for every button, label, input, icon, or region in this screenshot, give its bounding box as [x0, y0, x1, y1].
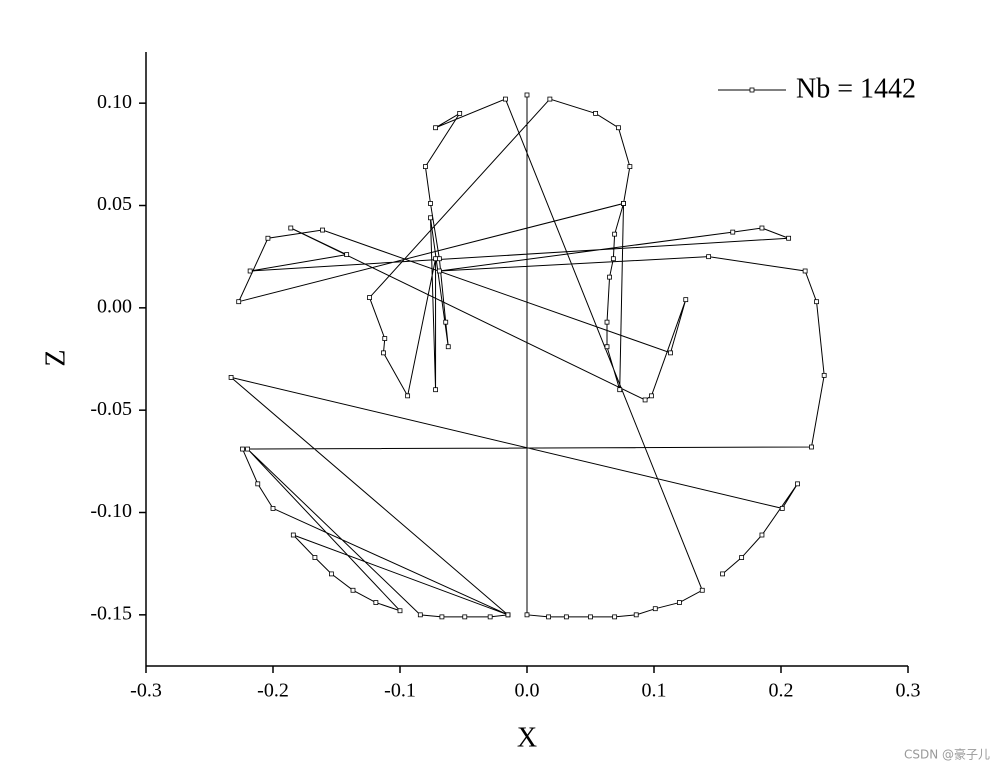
point-marker — [405, 393, 411, 399]
watermark: CSDN @豪子儿 — [904, 747, 990, 762]
point-marker — [320, 227, 325, 233]
point-marker — [786, 235, 792, 241]
point-marker — [759, 225, 765, 231]
point-marker — [236, 299, 242, 305]
point-marker — [228, 375, 234, 380]
x-tick-label: 0.0 — [515, 680, 540, 702]
point-marker — [255, 481, 261, 487]
point-marker — [593, 111, 598, 116]
legend-label: Nb = 1442 — [796, 73, 916, 104]
y-tick-label: 0.10 — [97, 91, 132, 113]
point-marker — [240, 446, 245, 452]
x-tick-label: -0.2 — [257, 680, 289, 702]
point-marker — [616, 125, 621, 131]
x-tick-label: 0.2 — [769, 680, 794, 702]
point-marker — [633, 612, 639, 618]
point-marker — [588, 614, 593, 620]
x-tick-label: 0.1 — [642, 680, 667, 702]
point-marker — [245, 446, 251, 452]
point-marker — [668, 350, 673, 356]
point-marker — [290, 532, 296, 538]
point-marker — [779, 506, 785, 511]
point-marker — [524, 612, 530, 618]
point-marker — [604, 319, 610, 325]
point-marker — [428, 215, 433, 221]
x-axis-label: X — [517, 722, 537, 753]
point-marker — [677, 600, 682, 605]
point-marker — [621, 201, 626, 206]
point-marker — [367, 295, 372, 301]
point-marker — [642, 397, 648, 403]
point-marker — [397, 608, 403, 614]
point-marker — [683, 297, 689, 303]
y-tick-label: 0.05 — [97, 193, 132, 215]
point-marker — [265, 235, 271, 241]
point-marker — [821, 372, 827, 378]
point-marker — [612, 231, 618, 237]
point-marker — [270, 506, 276, 511]
series-line — [230, 94, 825, 618]
point-marker — [329, 571, 334, 577]
point-marker — [433, 256, 438, 262]
point-marker — [445, 344, 451, 350]
point-marker — [649, 393, 654, 399]
point-marker — [739, 555, 745, 560]
point-marker — [814, 299, 819, 305]
point-marker — [433, 387, 438, 393]
y-tick-label: -0.10 — [90, 500, 132, 522]
point-marker — [350, 587, 356, 593]
point-marker — [524, 92, 530, 98]
point-marker — [617, 387, 623, 393]
point-marker — [699, 587, 705, 593]
point-marker — [381, 350, 386, 356]
point-marker — [546, 614, 551, 620]
point-marker — [433, 125, 438, 131]
point-marker — [428, 201, 433, 206]
point-marker — [382, 336, 388, 341]
point-marker — [802, 268, 808, 274]
point-marker — [809, 444, 814, 450]
point-marker — [247, 268, 253, 274]
point-marker — [795, 481, 800, 487]
point-marker — [547, 96, 553, 102]
point-marker — [344, 252, 350, 258]
point-marker — [604, 344, 610, 350]
y-tick-label: -0.15 — [90, 602, 132, 624]
point-marker — [417, 612, 423, 618]
point-marker — [706, 254, 712, 260]
point-marker — [457, 111, 463, 116]
point-marker — [759, 532, 765, 538]
y-tick-label: -0.05 — [90, 398, 132, 420]
point-marker — [443, 319, 449, 325]
point-marker — [487, 614, 493, 620]
point-marker — [610, 256, 616, 262]
point-marker — [462, 614, 468, 620]
point-marker — [436, 256, 442, 262]
point-marker — [627, 164, 633, 170]
y-axis-label: Z — [40, 349, 71, 366]
point-marker — [720, 571, 725, 577]
point-marker — [503, 96, 508, 102]
legend-marker — [749, 87, 755, 93]
point-marker — [607, 274, 612, 280]
point-marker — [288, 225, 294, 231]
point-marker — [505, 612, 511, 618]
point-marker — [422, 164, 428, 170]
y-tick-label: 0.00 — [97, 295, 132, 317]
x-tick-label: -0.1 — [384, 680, 416, 702]
point-marker — [312, 555, 318, 560]
point-marker — [373, 600, 379, 605]
point-marker — [730, 229, 736, 235]
point-marker — [436, 268, 442, 274]
x-tick-label: -0.3 — [130, 680, 162, 702]
point-marker — [612, 614, 618, 620]
x-tick-label: 0.3 — [896, 680, 921, 702]
point-marker — [439, 614, 445, 620]
point-marker — [652, 606, 658, 612]
point-marker — [563, 614, 569, 620]
